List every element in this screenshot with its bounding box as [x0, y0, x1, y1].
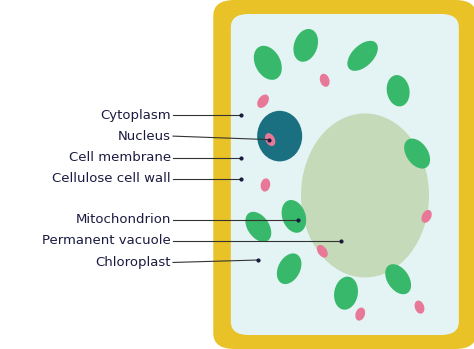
FancyBboxPatch shape	[231, 14, 459, 335]
Ellipse shape	[257, 111, 302, 162]
Text: Chloroplast: Chloroplast	[95, 256, 171, 269]
Ellipse shape	[282, 200, 306, 233]
Ellipse shape	[404, 139, 430, 169]
Ellipse shape	[387, 75, 410, 106]
Text: Nucleus: Nucleus	[118, 129, 171, 143]
Text: Cellulose cell wall: Cellulose cell wall	[52, 172, 171, 185]
Ellipse shape	[301, 113, 429, 277]
Ellipse shape	[246, 212, 271, 242]
Ellipse shape	[421, 210, 432, 223]
Ellipse shape	[261, 178, 270, 192]
Text: Permanent vacuole: Permanent vacuole	[42, 234, 171, 247]
Ellipse shape	[334, 277, 358, 310]
Text: Cell membrane: Cell membrane	[69, 151, 171, 164]
Ellipse shape	[293, 29, 318, 62]
Ellipse shape	[347, 41, 378, 71]
Text: Mitochondrion: Mitochondrion	[75, 213, 171, 227]
Ellipse shape	[254, 46, 282, 80]
Ellipse shape	[385, 264, 411, 294]
Ellipse shape	[317, 245, 328, 258]
Ellipse shape	[265, 133, 275, 146]
Ellipse shape	[257, 95, 269, 108]
Text: Cytoplasm: Cytoplasm	[100, 109, 171, 122]
Ellipse shape	[320, 74, 329, 87]
Ellipse shape	[356, 307, 365, 321]
FancyBboxPatch shape	[213, 0, 474, 349]
Ellipse shape	[277, 253, 301, 284]
Ellipse shape	[415, 300, 424, 314]
